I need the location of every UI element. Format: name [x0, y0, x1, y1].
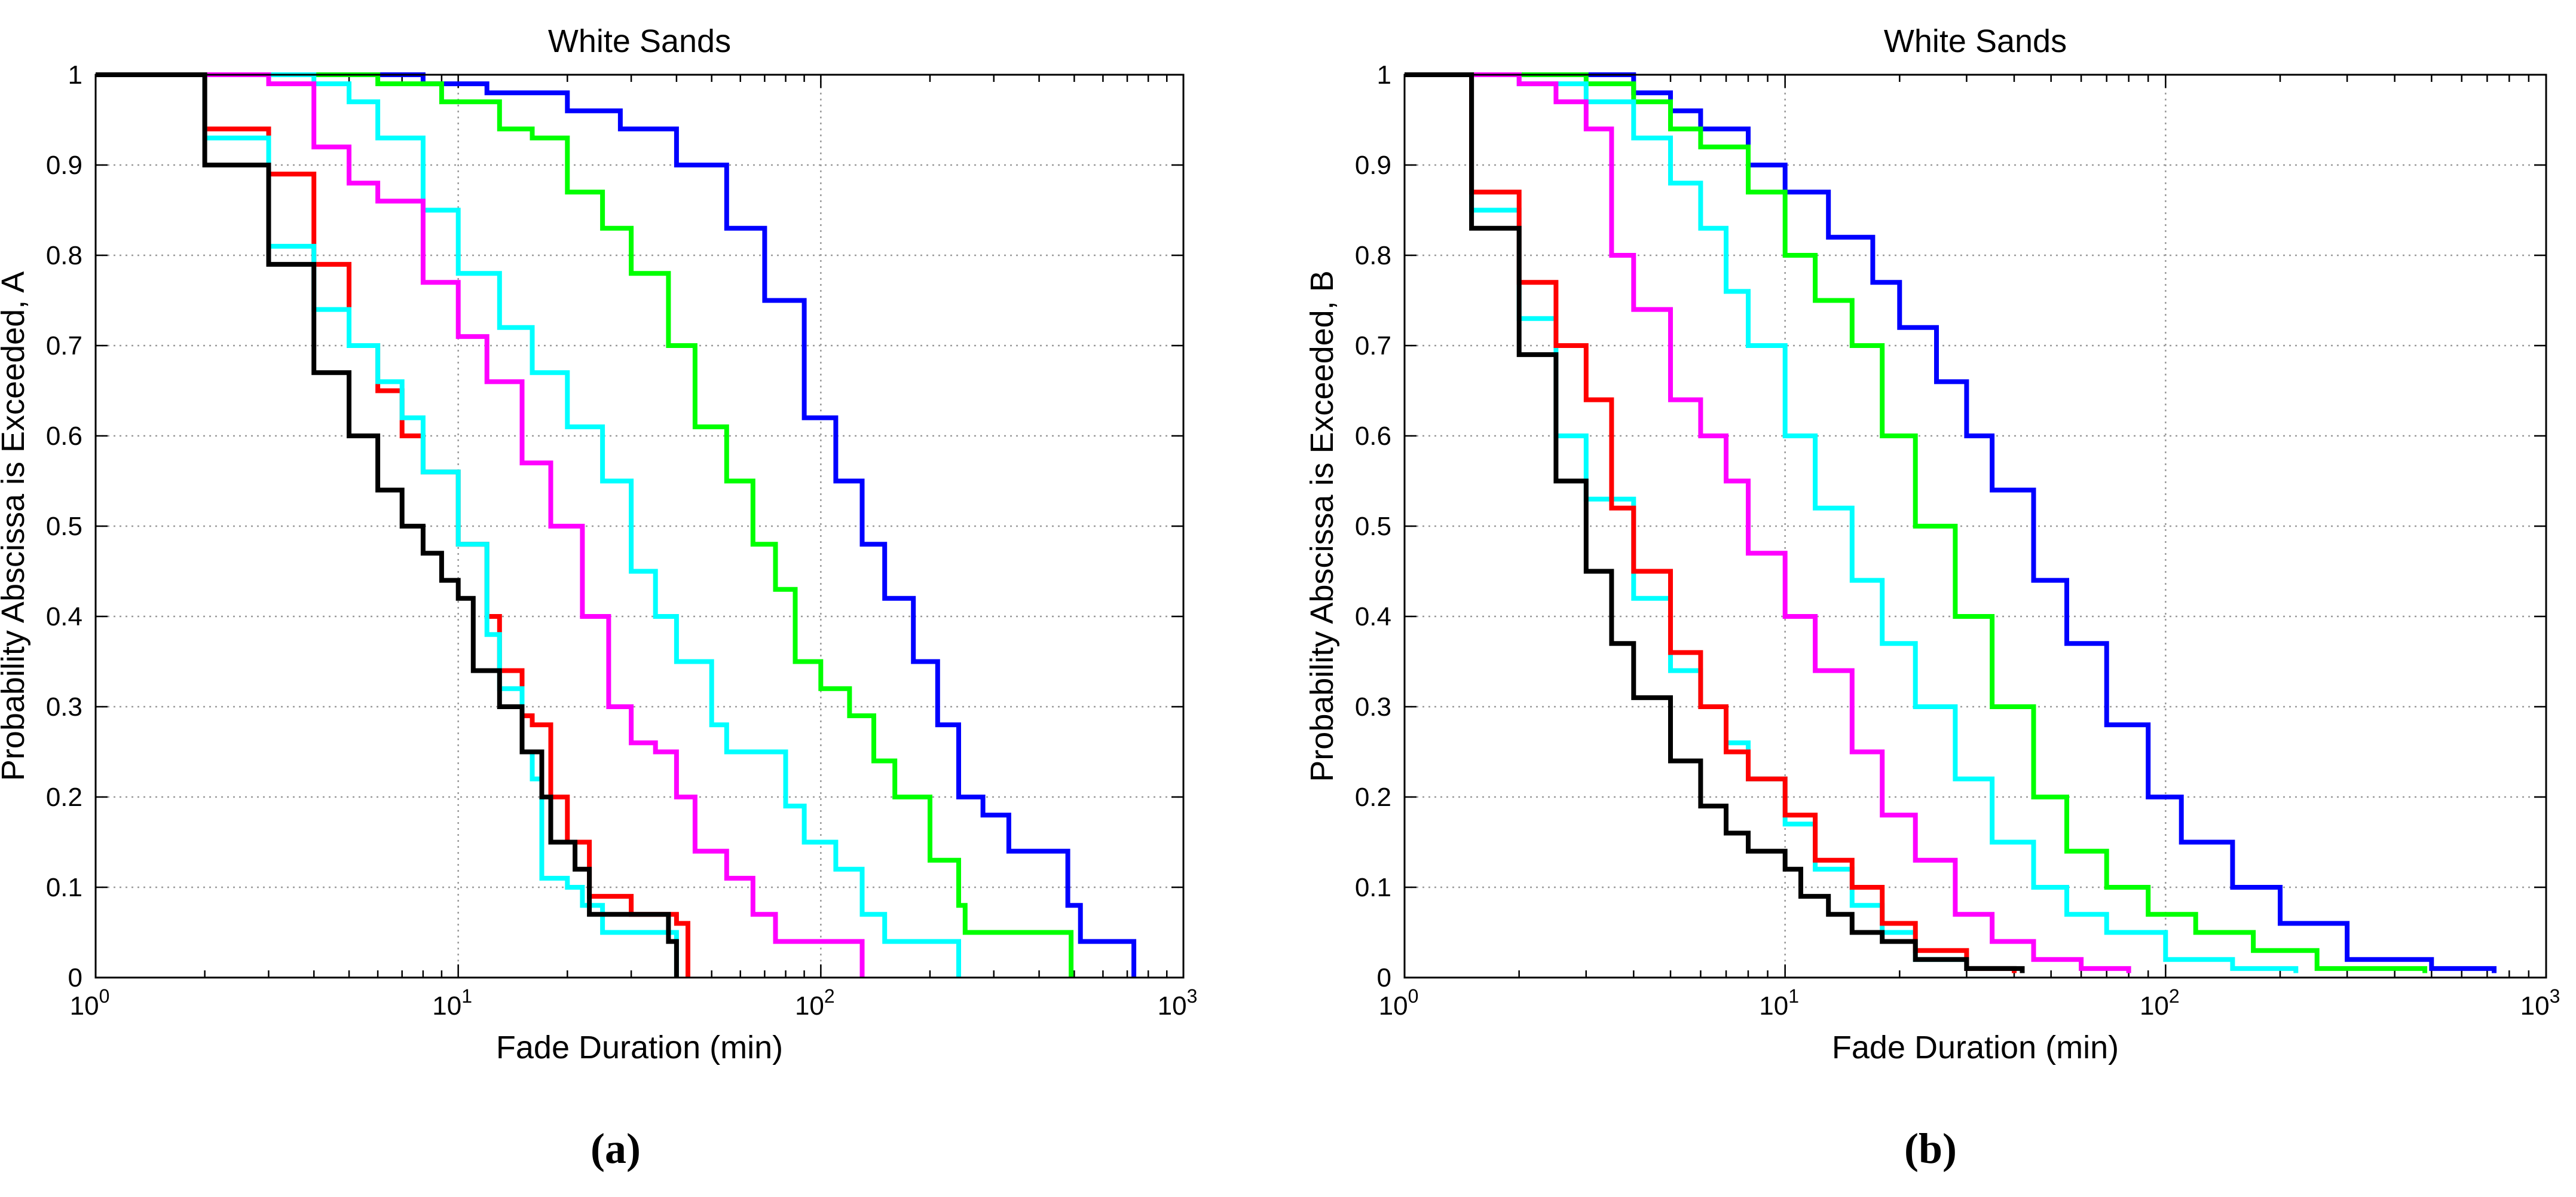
y-tick-label: 1: [68, 60, 82, 90]
y-tick-label: 0.8: [46, 241, 82, 270]
series-line-4: [1405, 72, 2131, 973]
series-line-7: [1405, 72, 2025, 973]
x-axis-label: Fade Duration (min): [496, 1030, 783, 1065]
y-tick-label: 0.4: [46, 602, 82, 631]
series-line-4: [96, 72, 865, 978]
sub-label-a: (a): [591, 1125, 641, 1172]
series-line-7: [96, 72, 679, 978]
y-tick-label: 0.3: [46, 692, 82, 722]
y-tick-label: 0.4: [1355, 602, 1391, 631]
y-tick-label: 0.1: [46, 873, 82, 902]
x-tick-label: 102: [795, 985, 835, 1021]
y-tick-label: 0.6: [46, 422, 82, 451]
series-line-1: [1405, 72, 2497, 973]
y-tick-label: 0.7: [46, 331, 82, 361]
y-tick-label: 0: [1377, 963, 1391, 993]
series-line-1: [96, 72, 1137, 978]
y-tick-label: 0.7: [1355, 331, 1391, 361]
x-tick-label: 103: [1158, 985, 1198, 1021]
series-line-3: [96, 72, 961, 978]
chart-panel-b: 0 0.1 0.2 0.3 0.4 0.5 0.6 0.7 0.8 0.9 1 100 101 102 10…: [1304, 23, 2560, 1065]
y-tick-label: 0.2: [46, 783, 82, 812]
x-tick-label: 101: [1759, 985, 1799, 1021]
y-axis-label: Probability Abscissa is Exceeded, B: [1304, 270, 1340, 781]
y-tick-label: 0.8: [1355, 241, 1391, 270]
x-tick-label: 100: [1379, 985, 1419, 1021]
series-line-6: [1405, 72, 2017, 973]
x-tick-label: 103: [2520, 985, 2560, 1021]
y-axis-label: Probability Abscissa is Exceeded, A: [0, 271, 31, 781]
series-line-2: [96, 72, 1074, 978]
series-line-3: [1405, 72, 2299, 973]
sub-label-b: (b): [1904, 1125, 1957, 1172]
series-line-6: [96, 72, 679, 978]
y-tick-label: 0.5: [46, 512, 82, 541]
x-tick-label: 100: [70, 985, 110, 1021]
axes-box: [94, 74, 1185, 979]
series-line-2: [1405, 72, 2428, 973]
plot-area: [1405, 75, 2546, 978]
y-tick-label: 0.3: [1355, 692, 1391, 722]
y-tick-label: 0.1: [1355, 873, 1391, 902]
y-tick-label: 1: [1377, 60, 1391, 90]
chart-title: White Sands: [1884, 23, 2067, 59]
x-axis-label: Fade Duration (min): [1832, 1030, 2119, 1065]
y-tick-label: 0.9: [46, 151, 82, 180]
y-tick-label: 0.2: [1355, 783, 1391, 812]
y-tick-label: 0.6: [1355, 422, 1391, 451]
x-tick-label: 102: [2140, 985, 2180, 1021]
y-tick-label: 0: [68, 963, 82, 993]
y-tick-label: 0.9: [1355, 151, 1391, 180]
x-tick-label: 101: [432, 985, 472, 1021]
chart-panel-a: 0 0.1 0.2 0.3 0.4 0.5 0.6 0.7 0.8 0.9 1 100 101 102 10…: [0, 23, 1197, 1065]
chart-title: White Sands: [548, 23, 731, 59]
y-tick-label: 0.5: [1355, 512, 1391, 541]
axes-box: [1403, 74, 2547, 979]
